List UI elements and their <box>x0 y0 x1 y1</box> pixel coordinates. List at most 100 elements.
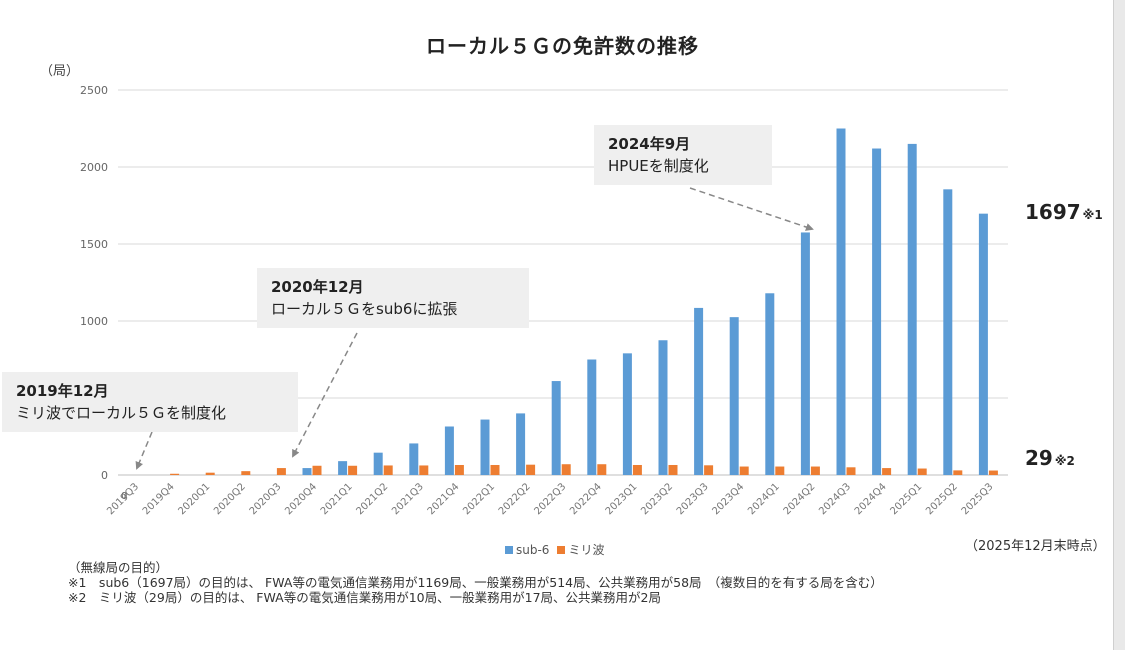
notes-heading: （無線局の目的） <box>68 560 169 575</box>
bar-sub6-2021Q4 <box>444 426 454 475</box>
bar-sub6-2022Q1 <box>480 419 490 475</box>
bars: 0 <box>121 128 998 502</box>
bar-sub6-2024Q2 <box>800 232 810 475</box>
x-tick-label: 2020Q4 <box>283 481 319 517</box>
x-tick-label: 2021Q2 <box>354 481 390 517</box>
x-tick-label: 2023Q3 <box>675 481 711 517</box>
legend-label: sub-6 <box>516 542 550 557</box>
bar-mmwave-2022Q3 <box>561 464 571 475</box>
as-of-date: （2025年12月末時点） <box>965 539 1106 554</box>
x-tick-label: 2022Q2 <box>497 481 533 517</box>
bar-mmwave-2023Q2 <box>668 464 678 475</box>
legend: sub-6 ミリ波 <box>505 541 608 558</box>
bar-mmwave-2020Q4 <box>312 465 322 475</box>
y-tick-label: 2000 <box>80 161 108 174</box>
x-tick-label: 2025Q3 <box>960 481 996 517</box>
callout-date: 2024年9月 <box>608 135 691 153</box>
bar-sub6-2025Q2 <box>943 189 953 475</box>
bar-mmwave-2023Q1 <box>632 464 642 475</box>
bar-mmwave-2023Q3 <box>704 465 714 475</box>
bar-mmwave-2020Q2 <box>241 471 251 475</box>
note-line-2: ※2 ミリ波（29局）の目的は、 FWA等の電気通信業務用が10局、一般業務用が… <box>68 590 661 605</box>
bar-mmwave-2024Q2 <box>810 466 820 475</box>
bar-sub6-2024Q1 <box>765 293 775 475</box>
legend-label: ミリ波 <box>568 543 605 557</box>
x-tick-label: 2024Q2 <box>782 481 818 517</box>
bar-sub6-2024Q4 <box>872 148 882 475</box>
value-note: ※2 <box>1054 454 1075 468</box>
legend-swatch <box>557 545 566 554</box>
callout-2020-sub6: 2020年12月 ローカル５Ｇをsub6に拡張 <box>257 268 529 328</box>
callout-text: ミリ波でローカル５Ｇを制度化 <box>16 404 227 422</box>
bar-sub6-2020Q4 <box>302 468 312 475</box>
footnotes: （無線局の目的） ※1 sub6（1697局）の目的は、 FWA等の電気通信業務… <box>68 560 883 605</box>
bar-sub6-2022Q4 <box>587 359 597 475</box>
callout-arrow-2019 <box>135 431 153 470</box>
x-tick-label: 2019Q4 <box>141 481 177 517</box>
bar-mmwave-2023Q4 <box>739 466 749 475</box>
x-tick-label: 2024Q3 <box>817 481 853 517</box>
y-tick-label: 1500 <box>80 238 108 251</box>
bar-mmwave-2022Q2 <box>526 464 536 475</box>
value-number: 1697 <box>1025 200 1081 224</box>
x-tick-label: 2020Q2 <box>212 481 248 517</box>
chart-title: ローカル５Ｇの免許数の推移 <box>426 34 699 58</box>
bar-sub6-2025Q1 <box>907 143 917 475</box>
legend-item-sub6: sub-6 <box>505 543 549 557</box>
bar-sub6-2023Q2 <box>658 340 668 475</box>
bar-mmwave-2022Q4 <box>597 464 607 475</box>
value-number: 29 <box>1025 446 1053 470</box>
bar-mmwave-2021Q2 <box>383 465 393 475</box>
bar-mmwave-2021Q4 <box>454 464 464 475</box>
note-line-1: ※1 sub6（1697局）の目的は、 FWA等の電気通信業務用が1169局、一… <box>68 575 883 590</box>
x-tick-label: 2022Q4 <box>568 481 604 517</box>
x-tick-label: 2020Q3 <box>248 481 284 517</box>
bar-mmwave-2021Q1 <box>348 465 358 475</box>
callout-text: ローカル５Ｇをsub6に拡張 <box>271 300 458 318</box>
x-tick-label: 2019Q3 <box>105 481 141 517</box>
bar-sub6-2022Q2 <box>516 413 526 475</box>
callout-text: HPUEを制度化 <box>608 157 709 175</box>
x-tick-label: 2023Q2 <box>639 481 675 517</box>
bar-mmwave-2025Q1 <box>917 468 927 475</box>
x-tick-labels: 2019Q3 2019Q4 2020Q1 2020Q2 2020Q3 2020Q4 2021… <box>105 481 995 517</box>
callout-arrow-2024 <box>689 187 814 231</box>
legend-item-mmwave: ミリ波 <box>557 541 604 558</box>
x-tick-label: 2024Q4 <box>853 481 889 517</box>
bar-sub6-2023Q4 <box>729 317 739 475</box>
bar-mmwave-2019Q4 <box>170 473 180 475</box>
y-tick-label: 2500 <box>80 84 108 97</box>
x-tick-label: 2020Q1 <box>176 481 212 517</box>
zero-data-label: 0 <box>121 491 127 502</box>
bar-sub6-2024Q3 <box>836 128 846 475</box>
x-tick-label: 2021Q4 <box>426 481 462 517</box>
bar-mmwave-2024Q4 <box>882 468 892 475</box>
y-axis-unit: （局） <box>40 64 80 79</box>
y-tick-label: 1000 <box>80 315 108 328</box>
sub6-latest-value: 1697 ※1 <box>1025 200 1103 224</box>
bar-mmwave-2022Q1 <box>490 464 500 475</box>
x-tick-label: 2025Q2 <box>924 481 960 517</box>
bar-mmwave-2024Q3 <box>846 467 856 475</box>
bar-sub6-2023Q3 <box>694 307 704 475</box>
bar-mmwave-2025Q2 <box>953 470 963 475</box>
callout-2019-mmwave: 2019年12月 ミリ波でローカル５Ｇを制度化 <box>2 372 298 432</box>
x-tick-label: 2025Q1 <box>888 481 924 517</box>
bar-mmwave-2021Q3 <box>419 465 429 475</box>
callout-date: 2019年12月 <box>16 382 109 400</box>
x-tick-label: 2022Q1 <box>461 481 497 517</box>
bar-sub6-2021Q1 <box>338 461 348 475</box>
x-tick-label: 2024Q1 <box>746 481 782 517</box>
x-tick-label: 2023Q1 <box>604 481 640 517</box>
legend-swatch <box>505 545 513 554</box>
bar-mmwave-2024Q1 <box>775 466 785 475</box>
bar-sub6-2021Q2 <box>373 452 383 475</box>
callout-arrows <box>135 187 814 470</box>
callout-2024-hpue: 2024年9月 HPUEを制度化 <box>594 125 772 185</box>
window-edge <box>1113 0 1125 650</box>
bar-mmwave-2020Q3 <box>276 468 286 475</box>
bar-sub6-2021Q3 <box>409 443 419 475</box>
value-note: ※1 <box>1082 208 1103 222</box>
callout-arrow-2020 <box>292 332 358 458</box>
